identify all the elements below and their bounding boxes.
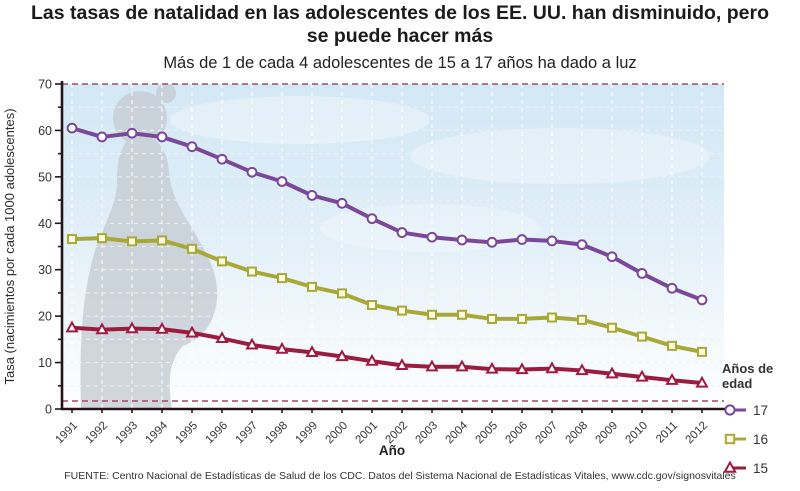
svg-text:30: 30	[38, 263, 52, 277]
legend-item-17: 17	[722, 400, 800, 420]
series-17	[66, 122, 708, 306]
svg-text:2000: 2000	[324, 420, 351, 447]
svg-text:2005: 2005	[474, 420, 501, 447]
chart-subtitle: Más de 1 de cada 4 adolescentes de 15 a …	[163, 54, 637, 72]
svg-text:1997: 1997	[234, 420, 261, 447]
svg-text:2007: 2007	[534, 420, 561, 447]
svg-text:1994: 1994	[144, 419, 171, 446]
svg-text:2001: 2001	[354, 420, 381, 447]
triangle-marker-icon	[723, 461, 746, 473]
svg-text:50: 50	[38, 170, 52, 184]
chart-title: Las tasas de natalidad en las adolescent…	[31, 2, 769, 47]
svg-text:40: 40	[38, 217, 52, 231]
svg-text:20: 20	[38, 310, 52, 324]
svg-text:70: 70	[38, 78, 52, 92]
y-axis-label: Tasa (nacimientos por cada 1000 adolesce…	[2, 108, 17, 384]
legend-label-17: 17	[753, 402, 769, 418]
svg-text:1996: 1996	[204, 420, 231, 447]
square-marker-icon	[724, 433, 746, 445]
axes	[55, 81, 730, 413]
svg-text:10: 10	[38, 356, 52, 370]
svg-text:1991: 1991	[54, 420, 81, 447]
svg-text:2008: 2008	[564, 420, 591, 447]
svg-text:2011: 2011	[654, 420, 680, 446]
svg-text:2006: 2006	[504, 420, 531, 447]
legend-title: Años de edad	[722, 361, 774, 391]
svg-text:1993: 1993	[114, 420, 141, 447]
source-note: FUENTE: Centro Nacional de Estadísticas …	[64, 470, 736, 482]
svg-text:2003: 2003	[414, 420, 441, 447]
svg-text:1995: 1995	[174, 420, 201, 447]
svg-text:0: 0	[45, 403, 52, 417]
svg-text:1992: 1992	[84, 420, 111, 447]
legend-item-15: 15	[722, 458, 800, 478]
chart-area: 0 10 20 30 40 50 60 70 1991 1992 1993 1994 1995 1996 1…	[0, 78, 800, 476]
legend-label-16: 16	[753, 431, 769, 447]
series-15	[65, 320, 709, 388]
dashed-frame-lines	[62, 83, 724, 402]
x-axis-label: Año	[379, 443, 405, 458]
series-16	[67, 233, 707, 357]
legend-item-16: 16	[722, 429, 800, 449]
svg-text:2010: 2010	[624, 420, 651, 447]
circle-marker-icon	[724, 404, 746, 416]
legend-label-15: 15	[753, 460, 769, 476]
svg-text:2012: 2012	[684, 420, 711, 447]
svg-text:1999: 1999	[294, 420, 321, 447]
pregnant-woman-silhouette	[80, 84, 218, 409]
y-tick-labels: 0 10 20 30 40 50 60 70	[38, 78, 52, 417]
silhouette-decoration	[80, 84, 710, 409]
svg-text:1998: 1998	[264, 420, 291, 447]
svg-text:2009: 2009	[594, 420, 621, 447]
svg-text:2004: 2004	[444, 419, 471, 446]
svg-text:60: 60	[38, 124, 52, 138]
legend: Años de edad 17 16 15	[722, 361, 800, 487]
